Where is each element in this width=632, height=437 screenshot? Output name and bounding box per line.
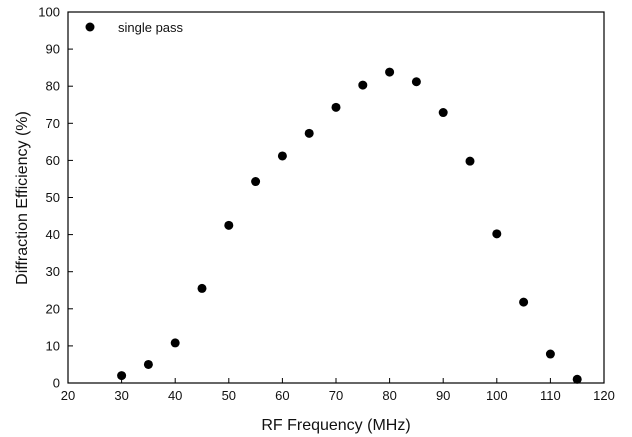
y-tick-label: 70 (46, 116, 60, 131)
y-tick-label: 0 (53, 376, 60, 391)
x-tick-label: 120 (593, 388, 615, 403)
y-tick-label: 20 (46, 301, 60, 316)
data-point (277, 151, 287, 161)
data-point (465, 156, 475, 166)
y-tick-label: 100 (38, 5, 60, 20)
x-tick-label: 110 (540, 388, 561, 403)
legend-marker (85, 22, 95, 32)
data-point (251, 177, 261, 187)
x-tick-label: 40 (168, 388, 182, 403)
y-tick-label: 90 (46, 42, 60, 57)
y-tick-label: 30 (46, 264, 60, 279)
x-tick-label: 90 (436, 388, 450, 403)
x-axis: 20 30 40 50 60 70 80 90 100 110 120 (61, 378, 615, 403)
data-point (170, 338, 180, 348)
y-tick-label: 60 (46, 153, 60, 168)
y-tick-label: 80 (46, 79, 60, 94)
y-tick-label: 50 (46, 190, 60, 205)
data-point (438, 108, 448, 118)
data-point (224, 220, 234, 230)
x-tick-label: 30 (114, 388, 128, 403)
data-point (117, 371, 127, 381)
y-axis: 0 10 20 30 40 50 60 70 80 90 100 (38, 5, 73, 391)
plot-area (67, 11, 605, 384)
data-point (492, 229, 502, 239)
data-point (197, 283, 207, 293)
legend: single pass (85, 20, 184, 35)
x-tick-label: 80 (382, 388, 396, 403)
data-point (385, 67, 395, 77)
x-tick-label: 100 (486, 388, 508, 403)
data-point (545, 349, 555, 359)
x-tick-label: 20 (61, 388, 75, 403)
x-axis-title: RF Frequency (MHz) (261, 417, 410, 434)
data-point (331, 102, 341, 112)
data-point (572, 374, 582, 384)
x-tick-label: 70 (329, 388, 343, 403)
y-tick-label: 10 (46, 338, 60, 353)
y-axis-title: Diffraction Efficiency (%) (14, 111, 31, 285)
x-tick-label: 50 (222, 388, 236, 403)
data-points (117, 67, 582, 384)
y-tick-label: 40 (46, 227, 60, 242)
data-point (358, 80, 368, 90)
data-point (304, 128, 314, 138)
data-point (519, 297, 529, 307)
x-tick-label: 60 (275, 388, 289, 403)
data-point (143, 359, 153, 369)
legend-label: single pass (118, 20, 184, 35)
data-point (411, 77, 421, 87)
